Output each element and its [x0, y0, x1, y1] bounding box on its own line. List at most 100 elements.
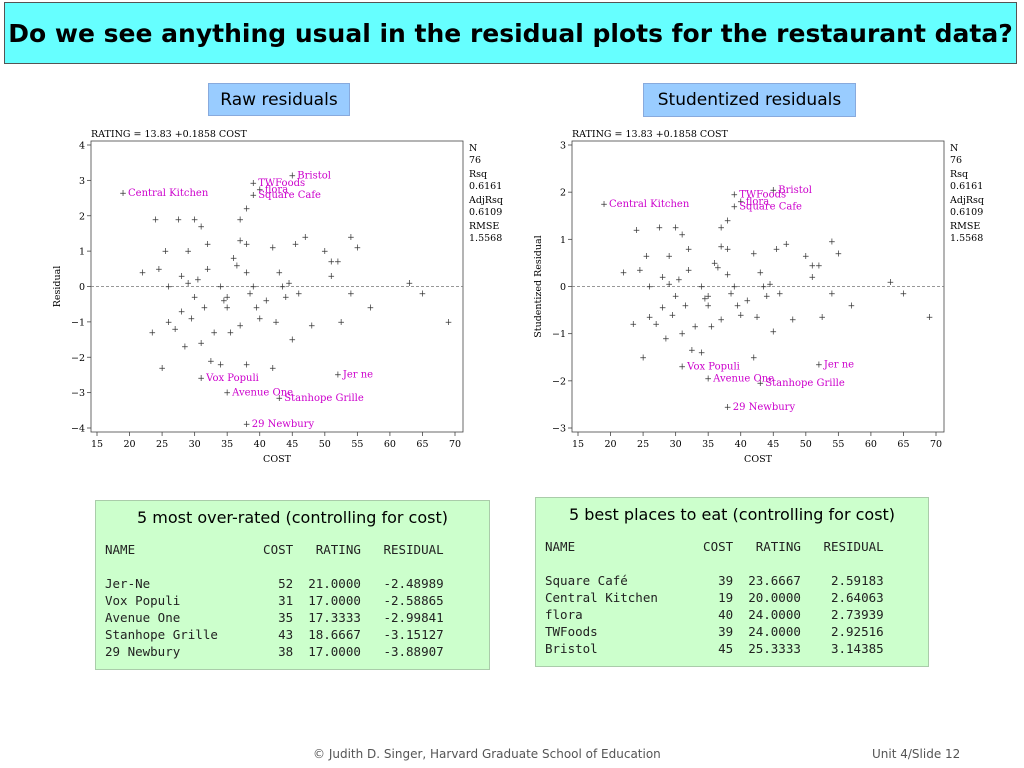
data-point: + [253, 304, 261, 314]
stat-name: N [950, 143, 958, 154]
data-point: + [204, 240, 212, 250]
point-annotation: Stanhope Grille [284, 393, 364, 404]
data-point: + [367, 304, 375, 314]
data-point: + [727, 290, 735, 300]
data-point: + [139, 268, 147, 278]
data-point: + [646, 283, 654, 293]
point-annotation: Avenue One [712, 373, 774, 384]
x-tick-label: 65 [416, 439, 428, 450]
y-tick-label: −1 [71, 317, 85, 328]
data-point: + [249, 283, 257, 293]
point-annotation: Square Cafe [739, 201, 802, 212]
stat-value: 1.5568 [950, 233, 983, 244]
data-point: + [249, 179, 257, 189]
data-point: + [766, 280, 774, 290]
data-point: + [789, 316, 797, 326]
stat-name: Rsq [469, 169, 487, 180]
data-point: + [600, 200, 608, 210]
data-point: + [256, 186, 264, 196]
x-tick-label: 35 [702, 439, 714, 450]
data-point: + [678, 330, 686, 340]
data-point: + [652, 320, 660, 330]
x-tick-label: 50 [319, 439, 331, 450]
data-point: + [753, 313, 761, 323]
data-point: + [184, 279, 192, 289]
stat-value: 0.6109 [950, 207, 983, 218]
data-point: + [347, 290, 355, 300]
x-tick-label: 15 [572, 439, 584, 450]
best-places-table: NAME COST RATING RESIDUAL Square Café 39… [545, 539, 884, 656]
data-point: + [243, 240, 251, 250]
y-tick-label: −2 [71, 353, 85, 364]
data-point: + [279, 283, 287, 293]
data-point: + [201, 304, 209, 314]
y-tick-label: 0 [560, 282, 566, 293]
data-point: + [698, 283, 706, 293]
x-tick-label: 35 [221, 439, 233, 450]
data-point: + [809, 261, 817, 271]
x-axis-label: COST [744, 454, 773, 465]
point-annotation: flora [265, 185, 288, 196]
x-tick-label: 25 [156, 439, 168, 450]
point-annotation: 29 Newbury [733, 402, 796, 413]
stat-name: AdjRsq [949, 195, 984, 206]
point-annotation: TWFoods [258, 178, 305, 189]
data-point: + [184, 247, 192, 257]
stat-value: 76 [950, 155, 962, 166]
data-point: + [704, 292, 712, 302]
x-axis-label: COST [263, 454, 292, 465]
data-point: + [685, 266, 693, 276]
stat-value: 0.6161 [950, 181, 983, 192]
data-point: + [763, 292, 771, 302]
stat-value: 76 [469, 155, 481, 166]
y-tick-label: 2 [560, 188, 566, 199]
data-point: + [197, 222, 205, 232]
data-point: + [249, 191, 257, 201]
y-tick-label: −2 [552, 376, 566, 387]
data-point: + [835, 249, 843, 259]
footer-credit: © Judith D. Singer, Harvard Graduate Sch… [313, 747, 661, 761]
y-tick-label: −3 [71, 388, 85, 399]
data-point: + [900, 290, 908, 300]
data-point: + [630, 320, 638, 330]
data-point: + [292, 240, 300, 250]
data-point: + [815, 261, 823, 271]
data-point: + [155, 265, 163, 275]
data-point: + [828, 238, 836, 248]
y-tick-label: 2 [79, 211, 85, 222]
data-point: + [724, 216, 732, 226]
data-point: + [704, 301, 712, 311]
point-annotation: Vox Populi [686, 362, 740, 373]
over-rated-table-box: 5 most over-rated (controlling for cost)… [95, 500, 490, 670]
data-point: + [665, 280, 673, 290]
data-point: + [197, 374, 205, 384]
data-point: + [773, 245, 781, 255]
x-tick-label: 60 [865, 439, 877, 450]
data-point: + [750, 353, 758, 363]
stat-name: Rsq [950, 169, 968, 180]
data-point: + [217, 283, 225, 293]
data-point: + [926, 313, 934, 323]
y-tick-label: −1 [552, 329, 566, 340]
data-point: + [302, 233, 310, 243]
data-point: + [217, 360, 225, 370]
x-tick-label: 45 [767, 439, 779, 450]
x-tick-label: 70 [930, 439, 942, 450]
data-point: + [223, 293, 231, 303]
point-annotation: Vox Populi [205, 373, 259, 384]
data-point: + [243, 268, 251, 278]
data-point: + [717, 224, 725, 234]
x-tick-label: 20 [604, 439, 616, 450]
data-point: + [633, 226, 641, 236]
data-point: + [848, 301, 856, 311]
data-point: + [760, 283, 768, 293]
slide-title: Do we see anything usual in the residual… [8, 18, 1013, 48]
x-tick-label: 30 [670, 439, 682, 450]
over-rated-title: 5 most over-rated (controlling for cost) [136, 508, 448, 527]
point-annotation: Avenue One [231, 388, 293, 399]
data-point: + [639, 353, 647, 363]
y-axis-label: Studentized Residual [533, 235, 544, 337]
data-point: + [328, 272, 336, 282]
best-places-title: 5 best places to eat (controlling for co… [568, 505, 896, 524]
